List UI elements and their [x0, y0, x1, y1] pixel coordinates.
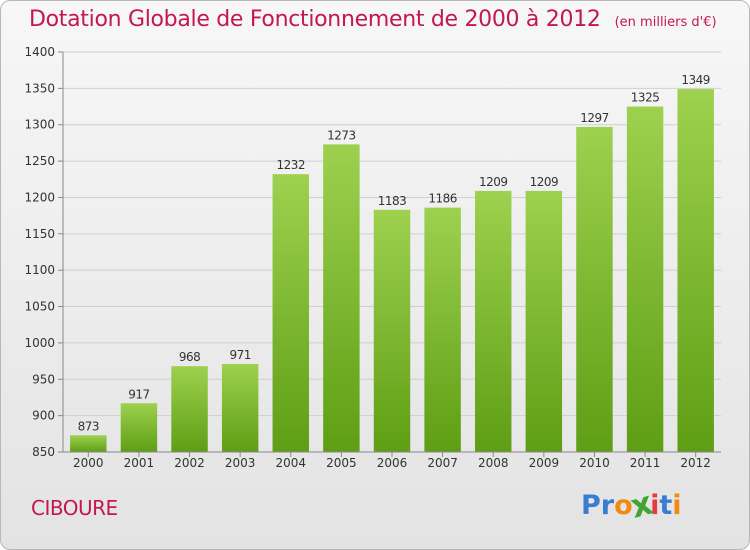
bar-2012: [677, 89, 714, 452]
bar-2011: [626, 106, 664, 452]
town-name: CIBOURE: [31, 496, 118, 520]
x-tick-label: 2011: [630, 456, 661, 470]
x-tick-label: 2002: [174, 456, 205, 470]
y-tick-label: 900: [32, 409, 55, 423]
value-label: 873: [78, 419, 99, 433]
y-tick-label: 850: [32, 445, 55, 459]
value-label: 968: [179, 350, 200, 364]
y-tick-label: 1400: [24, 45, 55, 59]
value-label: 1209: [530, 175, 559, 189]
x-tick-label: 2008: [478, 456, 509, 470]
bar-2008: [475, 190, 512, 452]
value-label: 1209: [479, 175, 508, 189]
value-label: 1183: [378, 194, 407, 208]
x-tick-label: 2009: [529, 456, 560, 470]
bar-2004: [272, 174, 309, 452]
x-tick-label: 2006: [377, 456, 408, 470]
y-tick-label: 1050: [24, 300, 55, 314]
logo-letter: i: [672, 490, 682, 521]
y-tick-labels: 850 900 950 1000 1050 1100 1150 1200 1250 1300 135…: [24, 45, 55, 459]
y-tick-label: 950: [32, 372, 55, 386]
x-tick-label: 2001: [124, 456, 155, 470]
y-tick-label: 1300: [24, 118, 55, 132]
y-tick-label: 1350: [24, 81, 55, 95]
value-label: 1349: [681, 73, 710, 87]
chart-subtitle: (en milliers d'€): [614, 15, 717, 30]
y-tick-label: 1100: [24, 263, 55, 277]
value-label: 971: [229, 348, 250, 362]
bar-2002: [171, 366, 208, 452]
proxiti-logo: Proxiti: [581, 485, 682, 526]
logo-letter: i: [650, 490, 660, 521]
value-label: 1325: [631, 91, 660, 105]
bar-2005: [323, 144, 360, 452]
value-label: 1297: [580, 111, 609, 125]
y-tick-label: 1250: [24, 154, 55, 168]
x-tick-label: 2004: [275, 456, 306, 470]
x-tick-label: 2007: [427, 456, 458, 470]
logo-letter: t: [659, 490, 673, 521]
x-tick-label: 2012: [680, 456, 711, 470]
bar-2000: [70, 435, 107, 452]
bars: [70, 89, 714, 452]
x-tick-label: 2010: [579, 456, 610, 470]
bar-2003: [221, 364, 259, 452]
bar-2009: [525, 190, 563, 452]
value-label: 1273: [327, 128, 356, 142]
x-tick-label: 2005: [326, 456, 357, 470]
y-tick-label: 1200: [24, 190, 55, 204]
x-tick-label: 2003: [225, 456, 256, 470]
axes: [62, 52, 721, 457]
bar-2006: [373, 209, 411, 452]
x-tick-label: 2000: [73, 456, 104, 470]
bar-2001: [120, 403, 158, 452]
x-tick-labels: 2000 2001 2002 2003 2004 2005 2006 2007 2008 2009…: [73, 456, 711, 470]
value-label: 1232: [276, 158, 305, 172]
logo-letter: r: [600, 490, 615, 521]
logo-letter: o: [614, 490, 633, 521]
chart-title-text: Dotation Globale de Fonctionnement de 20…: [29, 7, 601, 32]
logo-letter: P: [581, 490, 601, 521]
value-label: 1186: [428, 192, 457, 206]
chart-title: Dotation Globale de Fonctionnement de 20…: [29, 7, 717, 32]
y-tick-label: 1000: [24, 336, 55, 350]
value-label: 917: [128, 387, 149, 401]
bar-2007: [424, 207, 461, 452]
bar-2010: [576, 126, 613, 452]
value-labels: 873 917 968 971 1232 1273 1183 1186 1209 1209 1297…: [78, 73, 711, 433]
y-tick-label: 1150: [24, 227, 55, 241]
